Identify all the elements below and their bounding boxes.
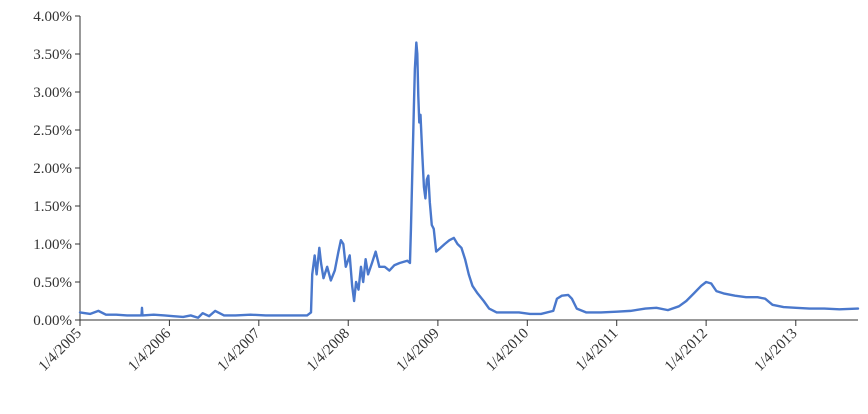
y-tick-label: 3.50%	[33, 47, 72, 63]
x-axis: 1/4/2005 1/4/2006 1/4/2007 1/4/2008 1/4/2009…	[36, 319, 858, 375]
y-tick-label: 4.00%	[33, 9, 72, 25]
y-tick-label: 2.50%	[33, 123, 72, 139]
series-line-0	[78, 41, 860, 319]
y-tick-label: 0.50%	[33, 275, 72, 291]
x-tick-label: 1/4/2012	[662, 326, 711, 375]
y-tick-label: 1.00%	[33, 237, 72, 253]
y-tick-label: 1.50%	[33, 199, 72, 215]
y-axis: 0.00% 0.50% 1.00% 1.50% 2.00% 2.50% 3.00% 3.50%…	[33, 9, 81, 329]
plot-area	[78, 41, 860, 319]
x-tick-label: 1/4/2010	[483, 326, 532, 375]
x-tick-label: 1/4/2006	[125, 325, 174, 374]
x-tick-label: 1/4/2009	[394, 326, 443, 375]
x-tick-label: 1/4/2011	[573, 326, 622, 375]
y-tick-label: 3.00%	[33, 85, 72, 101]
x-tick-label: 1/4/2013	[752, 326, 801, 375]
x-tick-label: 1/4/2005	[36, 326, 85, 375]
x-tick-label: 1/4/2007	[215, 325, 264, 374]
x-tick-label: 1/4/2008	[304, 326, 353, 375]
y-tick-label: 2.00%	[33, 161, 72, 177]
y-tick-label: 0.00%	[33, 313, 72, 329]
